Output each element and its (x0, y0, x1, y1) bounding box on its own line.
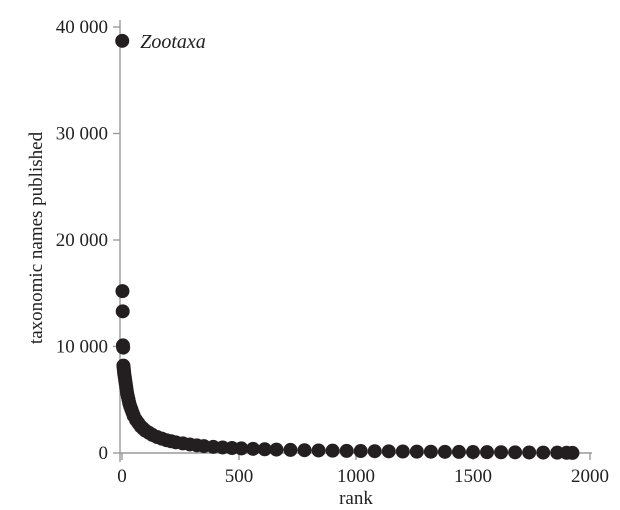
data-point (116, 340, 131, 355)
data-point (297, 443, 312, 458)
x-ticks: 0 500 1000 1500 2000 (117, 453, 609, 487)
data-point (494, 445, 509, 460)
data-point (257, 442, 272, 457)
data-point (395, 444, 410, 459)
y-tick-label: 10 000 (56, 337, 108, 358)
y-axis-title: taxonomic names published (26, 131, 47, 344)
data-point (508, 445, 523, 460)
data-point (480, 445, 495, 460)
axes (119, 20, 592, 462)
data-point (522, 445, 537, 460)
data-point (451, 444, 466, 459)
x-tick-label: 2000 (571, 466, 609, 487)
y-tick-label: 30 000 (56, 124, 108, 145)
y-tick-label: 40 000 (56, 17, 108, 38)
x-tick-label: 1500 (454, 466, 492, 487)
data-point (409, 444, 424, 459)
data-point (565, 445, 580, 460)
y-tick-label: 20 000 (56, 230, 108, 251)
data-point (283, 442, 298, 457)
data-point (311, 443, 326, 458)
data-point (325, 443, 340, 458)
data-point (367, 444, 382, 459)
data-point (353, 444, 368, 459)
data-point (115, 284, 130, 299)
y-ticks: 0 10 000 20 000 30 000 40 000 (56, 17, 120, 464)
data-point (246, 441, 261, 456)
y-tick-label: 0 (99, 443, 109, 464)
annotations: Zootaxa (140, 31, 206, 53)
data-point (536, 445, 551, 460)
data-point (115, 304, 130, 319)
data-points (115, 33, 580, 460)
data-point (115, 33, 130, 48)
x-tick-label: 0 (117, 466, 127, 487)
annotation-label: Zootaxa (140, 31, 206, 53)
data-point (437, 444, 452, 459)
data-point (466, 445, 480, 460)
x-axis-title: rank (339, 488, 373, 509)
data-point (339, 443, 354, 458)
data-point (423, 444, 438, 459)
data-point (269, 442, 284, 457)
data-point (234, 441, 249, 456)
data-point (381, 444, 396, 459)
x-tick-label: 500 (225, 466, 254, 487)
x-tick-label: 1000 (337, 466, 375, 487)
